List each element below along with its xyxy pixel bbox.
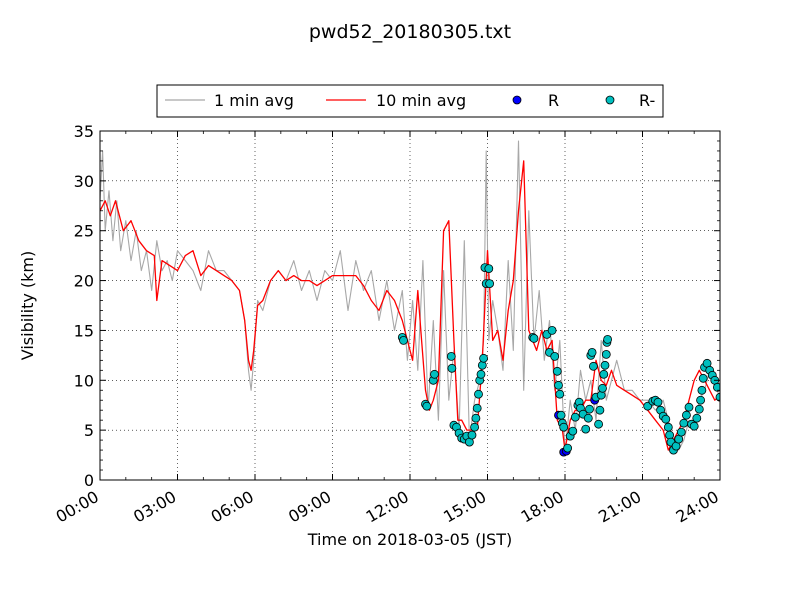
point-r-minus [467,430,477,440]
point-r-minus [661,414,671,424]
point-r-minus [559,422,569,432]
point-r-minus [679,418,689,428]
y-axis-label: Visibility (km) [18,251,37,360]
y-tick-label: 20 [74,272,94,291]
legend-label-r: R [548,91,559,110]
point-r-minus [600,360,610,370]
point-r-minus [587,347,597,357]
point-r-minus [555,389,565,399]
y-tick-label: 15 [74,321,94,340]
point-r-minus [594,419,603,429]
plot-area [100,140,720,457]
point-r-minus [474,389,483,399]
point-r-minus [471,413,481,423]
point-r-minus [447,363,457,373]
chart-title: pwd52_20180305.txt [309,21,511,43]
point-r-minus [663,422,673,432]
point-r-minus [399,335,408,345]
point-r-minus [676,427,686,437]
legend-label-1min: 1 min avg [214,91,294,110]
point-r-minus [692,413,702,423]
point-r-minus [583,413,593,423]
point-r-minus [603,334,612,344]
grid [100,131,720,480]
point-r-minus [694,404,704,414]
legend: 1 min avg 10 min avg R R- [156,84,664,118]
point-r-minus [484,264,494,274]
point-r-minus [446,351,456,361]
y-tick-label: 10 [74,371,94,390]
point-r-minus [550,351,560,361]
point-r-minus [472,403,482,413]
y-tick-label: 35 [74,122,94,141]
point-r-minus [556,410,566,420]
point-r-minus [570,412,580,422]
legend-frame [156,84,664,118]
point-r-minus [547,325,557,335]
series-line-1-min-avg [100,140,720,453]
point-r-minus [554,380,563,390]
point-r-minus [485,279,495,289]
legend-label-r-minus: R- [639,91,655,110]
point-r-minus [689,421,699,431]
point-r-minus [479,353,489,363]
point-r-minus [601,349,611,359]
series-line-10-min-avg [100,160,720,451]
point-r-minus [696,395,705,405]
point-r-minus [598,383,607,393]
y-tick-label: 5 [84,421,94,440]
point-r-minus [599,369,609,379]
point-r-minus [684,402,694,412]
point-r-minus [585,404,594,414]
legend-marker-r-minus [605,95,615,105]
point-r-minus [563,443,572,453]
point-r-minus [697,385,707,395]
legend-marker-r [512,95,522,105]
point-r-minus [595,405,605,415]
legend-label-10min: 10 min avg [376,91,466,110]
point-r-minus [715,392,720,402]
y-tick-label: 25 [74,222,94,241]
point-r-minus [470,422,480,432]
point-r-minus [653,397,663,407]
point-r-minus [589,361,598,371]
point-r-minus [698,373,708,383]
x-axis-label: Time on 2018-03-05 (JST) [307,530,512,549]
point-r-minus [552,366,562,376]
point-r-minus [568,426,578,436]
y-tick-label: 0 [84,471,94,490]
point-r-minus [430,369,439,379]
point-r-minus [682,410,691,420]
point-r-minus [713,382,720,392]
y-tick-label: 30 [74,172,94,191]
point-r-minus [422,401,432,411]
point-r-minus [476,369,486,379]
point-r-minus [581,424,591,434]
point-r-minus [529,333,539,343]
